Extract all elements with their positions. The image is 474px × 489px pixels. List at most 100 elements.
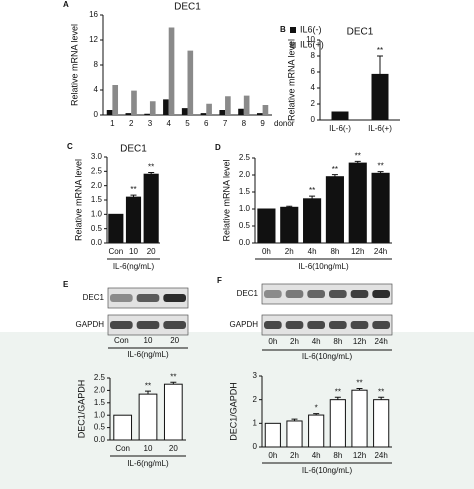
x-tick-label: 8h — [330, 247, 339, 256]
blot-band — [329, 290, 347, 298]
y-tick-label: 2.0 — [91, 181, 103, 190]
x-tick-label: 12h — [353, 451, 366, 460]
x-tick-label: 6 — [204, 119, 209, 128]
blot-band — [285, 290, 304, 298]
bar — [138, 393, 158, 441]
blot-lane-label: 12h — [353, 337, 366, 346]
bar — [303, 198, 322, 244]
bar — [243, 95, 250, 115]
y-tick-label: 6 — [311, 67, 316, 76]
bar — [262, 105, 269, 115]
y-tick-label: 0.0 — [239, 238, 251, 247]
blot-lane-label: 8h — [333, 337, 342, 346]
lower-background — [0, 332, 474, 489]
y-axis-label: Relative mRNA level — [69, 24, 79, 106]
bar — [325, 176, 344, 244]
significance: ** — [130, 185, 136, 194]
error-bar — [291, 418, 298, 421]
x-tick-label: 5 — [185, 119, 190, 128]
x-tick-label: 9 — [260, 119, 265, 128]
blot-frame — [261, 314, 393, 336]
bar — [257, 208, 276, 244]
y-axis-label: DEC1/GAPDH — [228, 382, 238, 441]
significance: ** — [309, 186, 315, 195]
bar — [373, 399, 390, 448]
significance: * — [315, 404, 318, 413]
bar — [331, 111, 349, 121]
blot-band — [307, 290, 325, 298]
y-tick-label: 0 — [253, 442, 258, 451]
x-tick-label: 2h — [290, 451, 299, 460]
y-tick-label: 12 — [89, 35, 98, 44]
bar — [131, 90, 137, 115]
y-tick-label: 3 — [253, 371, 258, 380]
legend-label: IL6(-) — [300, 24, 322, 34]
error-bar — [148, 171, 155, 175]
y-tick-label: 2.5 — [239, 153, 251, 162]
x-tick-label: 10 — [129, 247, 138, 256]
y-tick-label: 0.0 — [94, 435, 106, 444]
x-tick-label: 24h — [374, 451, 387, 460]
y-tick-label: 1.5 — [239, 187, 251, 196]
x-tick-label: 20 — [147, 247, 156, 256]
blot-band — [329, 321, 347, 329]
blot-row-label: DEC1 — [237, 289, 259, 298]
x-axis-label: IL-6(10ng/mL) — [302, 466, 353, 475]
y-tick-label: 2.0 — [239, 170, 251, 179]
significance: ** — [145, 381, 151, 390]
y-tick-label: 1 — [253, 418, 258, 427]
x-tick-label: 4h — [308, 247, 317, 256]
bar — [256, 113, 263, 115]
x-tick-label: Con — [115, 444, 130, 453]
y-tick-label: 0.5 — [239, 221, 251, 230]
error-bar — [145, 390, 151, 395]
x-tick-label: 1 — [110, 119, 115, 128]
error-bar — [331, 174, 338, 177]
bar — [143, 173, 159, 244]
bar — [371, 73, 389, 121]
error-bar — [313, 413, 320, 416]
blot-row-label: GAPDH — [230, 320, 259, 329]
x-tick-label: 2h — [285, 247, 294, 256]
bar — [280, 206, 299, 244]
x-tick-label: IL-6(-) — [329, 124, 351, 133]
panel-letter: D — [215, 143, 221, 152]
y-tick-label: 0.5 — [91, 224, 103, 233]
bar — [286, 420, 303, 448]
blot-band — [307, 321, 325, 329]
blot-band — [136, 294, 160, 302]
bar — [308, 414, 325, 448]
blot-band — [136, 321, 160, 329]
blot-band — [163, 321, 186, 329]
y-axis-label: DEC1/GAPDH — [76, 380, 86, 439]
chart-title: DEC1 — [120, 144, 147, 155]
x-tick-label: 8 — [242, 119, 247, 128]
blot-lane-label: Con — [114, 336, 129, 345]
error-bar — [377, 171, 384, 174]
blot-band — [110, 294, 133, 302]
x-tick-label: IL-6(+) — [368, 124, 392, 133]
significance: ** — [356, 379, 362, 388]
bar — [125, 113, 132, 115]
y-tick-label: 10 — [306, 35, 315, 44]
y-axis-label: Relative mRNA level — [73, 159, 83, 241]
x-tick-label: 10 — [144, 444, 153, 453]
error-bar — [170, 381, 177, 385]
x-tick-label: 3 — [148, 119, 153, 128]
bar — [163, 383, 183, 441]
y-tick-label: 1.5 — [91, 195, 103, 204]
error-bar — [130, 194, 137, 198]
y-tick-label: 2.5 — [94, 373, 106, 382]
bar — [371, 172, 390, 244]
bar — [112, 85, 119, 115]
bar — [206, 103, 212, 115]
blot-lane-label: 0h — [268, 337, 277, 346]
bar — [329, 399, 346, 448]
bar — [168, 27, 175, 115]
bar — [108, 213, 124, 244]
legend-label: IL6(+) — [300, 39, 324, 49]
bar — [125, 196, 142, 244]
significance: ** — [170, 372, 176, 381]
blot-band — [372, 321, 390, 329]
